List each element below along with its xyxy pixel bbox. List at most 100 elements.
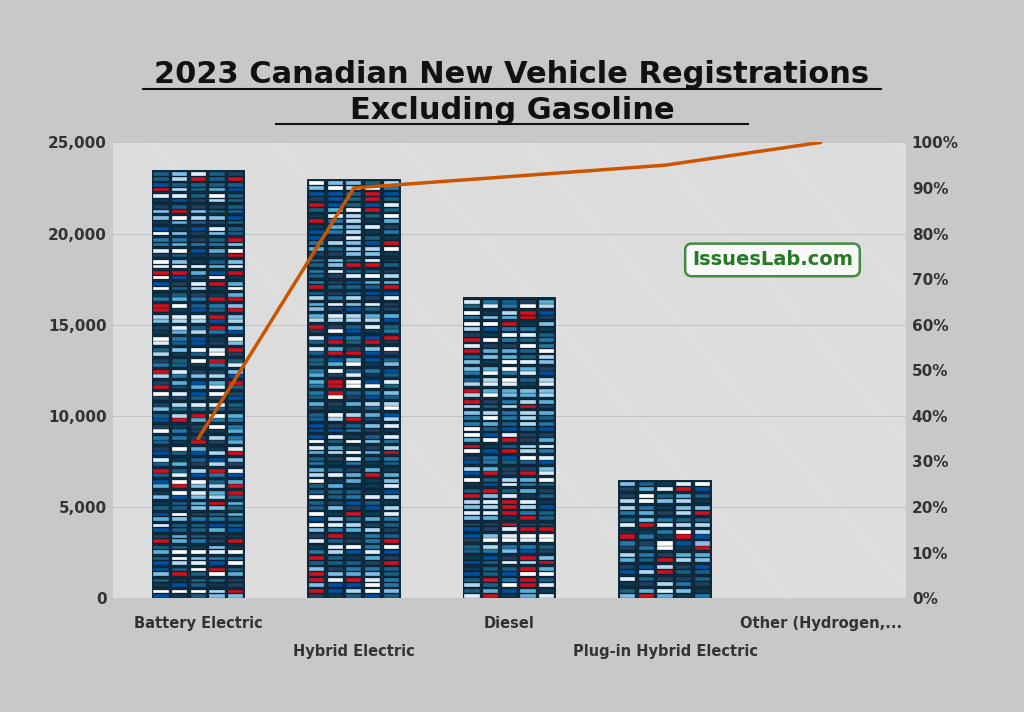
Bar bbox=[328, 329, 343, 333]
Bar bbox=[309, 435, 325, 439]
Bar bbox=[483, 360, 499, 364]
Bar bbox=[172, 572, 187, 576]
Bar bbox=[346, 358, 361, 362]
Bar bbox=[190, 271, 206, 275]
Bar bbox=[172, 293, 187, 297]
Bar bbox=[520, 501, 536, 504]
Bar bbox=[365, 545, 380, 549]
Bar bbox=[307, 179, 400, 598]
Bar bbox=[309, 534, 325, 538]
Bar bbox=[502, 416, 517, 419]
Bar bbox=[328, 186, 343, 189]
Bar bbox=[520, 382, 536, 386]
Bar bbox=[694, 487, 710, 491]
Bar bbox=[154, 304, 169, 308]
Bar bbox=[465, 545, 480, 549]
Bar bbox=[228, 194, 244, 198]
Bar bbox=[328, 362, 343, 366]
Bar bbox=[483, 427, 499, 431]
Bar bbox=[309, 523, 325, 527]
Bar bbox=[657, 494, 673, 498]
Bar bbox=[346, 550, 361, 554]
Bar bbox=[384, 204, 398, 207]
Bar bbox=[209, 535, 224, 538]
Bar bbox=[154, 209, 169, 214]
Bar bbox=[502, 315, 517, 320]
Bar bbox=[384, 329, 398, 333]
Bar bbox=[309, 583, 325, 587]
Bar bbox=[502, 382, 517, 386]
Bar bbox=[520, 349, 536, 353]
Bar bbox=[539, 434, 554, 437]
Bar bbox=[154, 440, 169, 444]
Bar bbox=[365, 336, 380, 340]
Bar bbox=[657, 546, 673, 550]
Bar bbox=[502, 345, 517, 348]
Bar bbox=[328, 561, 343, 565]
Bar bbox=[365, 446, 380, 450]
Bar bbox=[309, 473, 325, 476]
Bar bbox=[209, 502, 224, 506]
Bar bbox=[465, 333, 480, 337]
Bar bbox=[172, 216, 187, 220]
Bar bbox=[190, 199, 206, 202]
Bar bbox=[190, 249, 206, 253]
Bar bbox=[172, 414, 187, 418]
Bar bbox=[365, 373, 380, 377]
Bar bbox=[465, 471, 480, 476]
Bar bbox=[190, 495, 206, 499]
Bar bbox=[539, 382, 554, 386]
Bar bbox=[154, 517, 169, 521]
Bar bbox=[190, 298, 206, 301]
Bar bbox=[172, 177, 187, 181]
Bar bbox=[657, 518, 673, 522]
Bar bbox=[694, 535, 710, 538]
Bar bbox=[172, 370, 187, 374]
Bar bbox=[172, 194, 187, 198]
Bar bbox=[346, 461, 361, 466]
Bar bbox=[539, 556, 554, 560]
Bar bbox=[483, 416, 499, 419]
Bar bbox=[328, 473, 343, 476]
Bar bbox=[328, 197, 343, 201]
Bar bbox=[328, 325, 343, 328]
Bar bbox=[328, 451, 343, 454]
Bar bbox=[657, 499, 673, 503]
Bar bbox=[520, 583, 536, 587]
Bar bbox=[190, 348, 206, 352]
Bar bbox=[346, 373, 361, 377]
Bar bbox=[209, 227, 224, 231]
Bar bbox=[190, 579, 206, 582]
Bar bbox=[384, 572, 398, 576]
Bar bbox=[465, 311, 480, 315]
Bar bbox=[190, 370, 206, 374]
Bar bbox=[465, 355, 480, 360]
Bar bbox=[228, 320, 244, 323]
Bar bbox=[346, 362, 361, 366]
Bar bbox=[328, 495, 343, 498]
Bar bbox=[465, 367, 480, 370]
Bar bbox=[384, 594, 398, 598]
Bar bbox=[328, 594, 343, 598]
Bar bbox=[539, 511, 554, 515]
Bar bbox=[309, 539, 325, 543]
Bar bbox=[154, 199, 169, 202]
Bar bbox=[365, 329, 380, 333]
Bar bbox=[639, 582, 654, 586]
Bar bbox=[365, 314, 380, 318]
Bar bbox=[346, 567, 361, 571]
Bar bbox=[209, 260, 224, 264]
Bar bbox=[309, 490, 325, 494]
Bar bbox=[154, 480, 169, 483]
Bar bbox=[346, 274, 361, 278]
Bar bbox=[694, 506, 710, 510]
Bar bbox=[309, 550, 325, 554]
Bar bbox=[209, 572, 224, 576]
Bar bbox=[309, 429, 325, 432]
Bar bbox=[228, 397, 244, 400]
Bar bbox=[209, 403, 224, 407]
Bar bbox=[190, 293, 206, 297]
Bar bbox=[483, 389, 499, 393]
Bar bbox=[539, 412, 554, 415]
Bar bbox=[483, 483, 499, 486]
